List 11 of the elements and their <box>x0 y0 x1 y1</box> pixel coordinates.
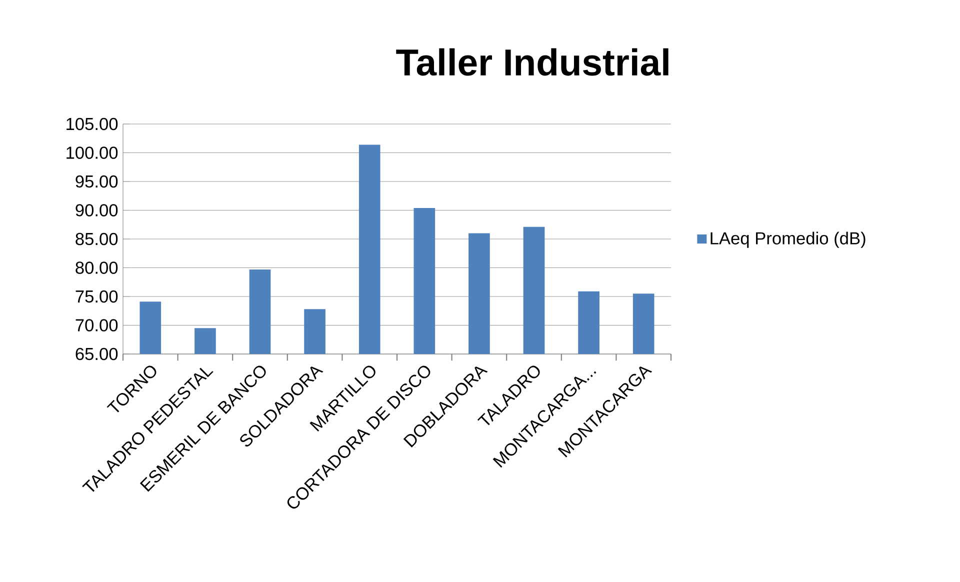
y-tick-label: 105.00 <box>66 118 118 130</box>
y-tick-label: 80.00 <box>76 262 118 274</box>
y-tick-label: 65.00 <box>76 348 118 360</box>
y-tick-label: 75.00 <box>76 290 118 303</box>
y-tick-label: 70.00 <box>76 319 118 332</box>
legend-label: LAeq Promedio (dB) <box>710 232 866 248</box>
y-tick-label: 100.00 <box>66 146 118 159</box>
y-tick-label: 95.00 <box>76 175 118 188</box>
chart-title: Taller Industrial <box>396 48 668 76</box>
y-tick-label: 90.00 <box>76 204 118 216</box>
y-tick-label: 85.00 <box>76 232 118 246</box>
